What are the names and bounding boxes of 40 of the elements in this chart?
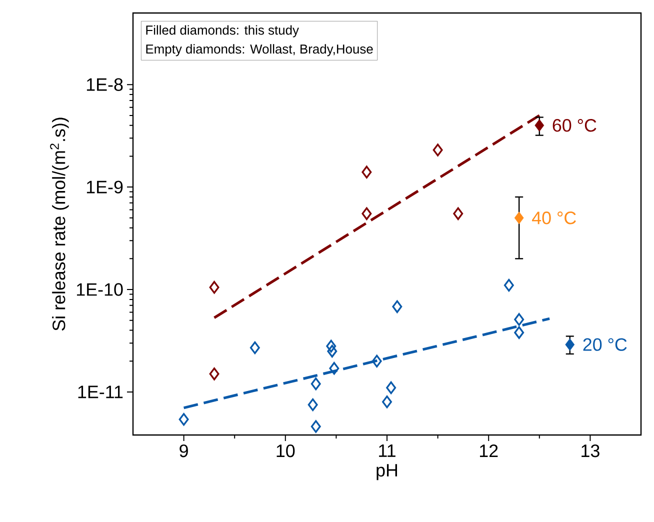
x-tick-label: 11 (379, 444, 396, 457)
point (514, 313, 524, 326)
point (308, 398, 318, 412)
point (362, 166, 372, 178)
point (326, 340, 336, 352)
series-label: 20 °C (583, 338, 627, 351)
point (372, 354, 382, 368)
point (534, 119, 544, 132)
point (310, 378, 321, 390)
point (310, 420, 321, 433)
annotation: Empty diamonds: Wollast, Brady,House (146, 44, 373, 56)
point (209, 368, 220, 380)
series-label: 60 °C (552, 119, 596, 132)
series-label: 40 °C (532, 212, 576, 224)
y-axis-title: Si release rate (mol/(m$^{2}$.s)) (50, 118, 69, 331)
point (382, 396, 392, 408)
x-tick-label: 9 (180, 444, 188, 458)
annotation: Filled diamonds: this study (146, 25, 299, 38)
point (565, 338, 575, 351)
point (386, 381, 396, 394)
point (329, 362, 340, 375)
x-tick-label: 10 (276, 444, 295, 458)
y-tick-label: 1E-10 (76, 283, 123, 296)
x-tick-label: 13 (582, 444, 600, 458)
point (514, 212, 524, 224)
x-axis-title: pH (376, 464, 397, 480)
y-tick-label: 1E-11 (78, 386, 123, 398)
point (327, 344, 338, 358)
point (362, 207, 372, 220)
point (250, 341, 260, 354)
point (504, 278, 514, 292)
point (453, 207, 464, 220)
point (392, 300, 402, 314)
x-tick-label: 12 (480, 444, 498, 458)
point (209, 280, 220, 294)
point (178, 413, 189, 426)
point (514, 326, 524, 339)
point (432, 144, 443, 156)
y-tick-label: 1E-8 (86, 78, 123, 91)
y-tick-label: 1E-9 (86, 180, 123, 194)
